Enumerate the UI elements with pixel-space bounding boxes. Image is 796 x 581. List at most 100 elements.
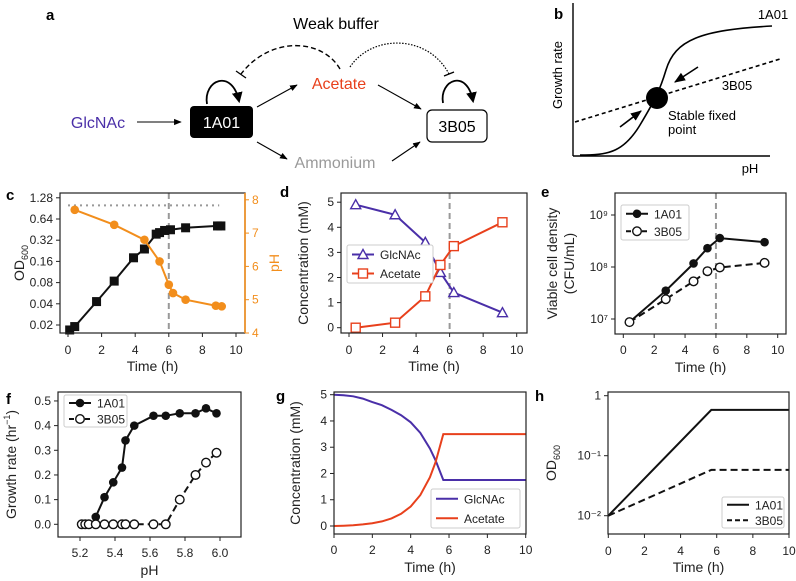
- x-tick-label: 6: [713, 544, 720, 558]
- data-point-open-circle: [120, 519, 131, 530]
- data-point-open-square: [448, 240, 460, 252]
- y-tick-label: 0.08: [30, 276, 54, 290]
- panel-label-g: g: [276, 388, 285, 405]
- x-tick-label: 5.6: [142, 546, 159, 560]
- b-fixed-point-label-2: point: [668, 122, 697, 137]
- x-tick-label: 10: [510, 343, 524, 357]
- panel-b-schematic: b Growth rate pH 1A01 3B05 Stable fixed …: [550, 3, 788, 176]
- data-point-open-circle: [632, 226, 643, 237]
- data-point-open-square: [357, 268, 369, 279]
- x-tick-label: 5.2: [72, 546, 89, 560]
- series-line-glcnac: [333, 393, 526, 481]
- x-tick-label: 8: [743, 343, 750, 357]
- data-point-circle: [632, 209, 642, 219]
- data-point-square: [139, 244, 149, 254]
- data-point-square: [70, 322, 80, 332]
- x-tick-label: 8: [750, 544, 757, 558]
- panel-a-diagram: a Weak buffer GlcNAc 1A01 Acetate Ammoni…: [46, 7, 488, 172]
- data-point-circle: [175, 408, 185, 418]
- b-fixed-point: [646, 87, 668, 109]
- y-axis-label: Growth rate (hr−1): [2, 410, 19, 519]
- legend-label: GlcNAc: [464, 492, 505, 506]
- panel-label-a: a: [46, 7, 55, 24]
- data-point-circle: [129, 421, 139, 430]
- y-axis-label-main: OD: [543, 460, 559, 481]
- right-y-tick-label: 7: [252, 226, 259, 240]
- axes-frame: [614, 192, 787, 335]
- y-axis-label-units: (CFU/mL): [561, 233, 577, 294]
- b-3b05-line: [574, 58, 781, 123]
- data-point-open-circle: [174, 494, 185, 505]
- data-point-open-circle: [714, 262, 725, 273]
- x-axis-label: pH: [141, 562, 159, 578]
- inhibition-bar-3b05: [443, 71, 455, 77]
- y-tick-label: 0.4: [34, 419, 51, 433]
- y-axis-label: Concentration (mM): [287, 401, 303, 525]
- panel-label-e: e: [541, 184, 549, 201]
- x-tick-label: 4: [413, 343, 420, 357]
- x-tick-label: 0: [605, 544, 612, 558]
- chart-d: 0 2 4 6 8 10 0 1 2 3 4 5 Time (h) Concentration (mM) G…: [295, 192, 528, 374]
- right-y-tick-label: 6: [252, 259, 259, 273]
- x-tick-label: 0: [620, 343, 627, 357]
- charts: 0 2 4 6 8 100.020.040.080.160.320.641.2845678…: [2, 191, 796, 578]
- x-tick-label: 6: [446, 343, 453, 357]
- data-point-square: [165, 225, 175, 235]
- data-point-circle: [181, 295, 190, 305]
- x-tick-label: 5.8: [177, 546, 194, 560]
- data-point-circle: [217, 302, 227, 311]
- data-point-circle: [121, 436, 130, 445]
- data-point-open-square: [435, 259, 446, 271]
- x-tick-label: 10: [771, 343, 785, 357]
- data-point-circle: [100, 492, 109, 502]
- y-tick-label: 2: [320, 466, 327, 480]
- data-point-circle: [75, 398, 85, 408]
- x-axis-label: Time (h): [404, 559, 456, 575]
- data-point-circle: [108, 478, 118, 487]
- data-point-circle: [149, 411, 158, 421]
- weak-buffer-label: Weak buffer: [293, 16, 379, 33]
- data-point-circle: [140, 235, 149, 245]
- x-tick-label: 0: [331, 543, 338, 557]
- x-tick-label: 2: [369, 543, 376, 557]
- y-tick-label: 0.1: [34, 493, 51, 507]
- y-tick-label: 0.16: [30, 254, 54, 268]
- x-tick-label: 8: [480, 343, 487, 357]
- data-point-open-square: [420, 291, 431, 302]
- data-point-square: [109, 276, 119, 286]
- acetate-node: Acetate: [312, 76, 366, 93]
- b-arrow-up: [619, 110, 642, 128]
- series-line-3b05: [81, 452, 218, 526]
- legend-label: GlcNAc: [380, 248, 421, 262]
- y-tick-label: 3: [327, 245, 334, 259]
- 1a01-self-loop-arrow: [205, 79, 243, 105]
- ammonium-node: Ammonium: [295, 155, 376, 172]
- data-point-open-triangle: [496, 306, 509, 318]
- axes-frame: [340, 192, 528, 334]
- data-point-square: [92, 297, 102, 307]
- data-point-open-triangle: [447, 286, 461, 298]
- y-axis-label: Viable cell density: [544, 208, 560, 320]
- data-point-circle: [155, 257, 164, 266]
- data-point-circle: [168, 288, 178, 298]
- chart-f: 5.2 5.4 5.6 5.8 6.0 0.0 0.1 0.2 0.3 0.4 0.5 pH Growt…: [2, 391, 242, 578]
- series-line-3b05: [628, 261, 765, 323]
- y-tick-label: 0.2: [34, 468, 51, 482]
- data-point-circle: [117, 463, 127, 472]
- data-point-open-square: [389, 317, 401, 328]
- y-tick-label: 3: [320, 440, 327, 454]
- x-tick-label: 2: [651, 343, 658, 357]
- data-point-open-circle: [129, 519, 140, 530]
- legend-label: Acetate: [464, 512, 505, 526]
- data-point-open-square: [497, 217, 508, 228]
- x-tick-label: 0: [346, 343, 353, 357]
- data-point-open-square: [350, 322, 361, 333]
- series-line-ph: [74, 208, 222, 308]
- panel-label-f: f: [6, 391, 12, 408]
- 1a01-to-acetate-arrow: [256, 84, 298, 108]
- data-point-open-circle: [160, 519, 171, 530]
- x-tick-label: 2: [98, 343, 105, 357]
- legend-label: 1A01: [654, 207, 682, 221]
- series-line-1a01: [607, 408, 789, 517]
- data-point-square: [129, 253, 139, 263]
